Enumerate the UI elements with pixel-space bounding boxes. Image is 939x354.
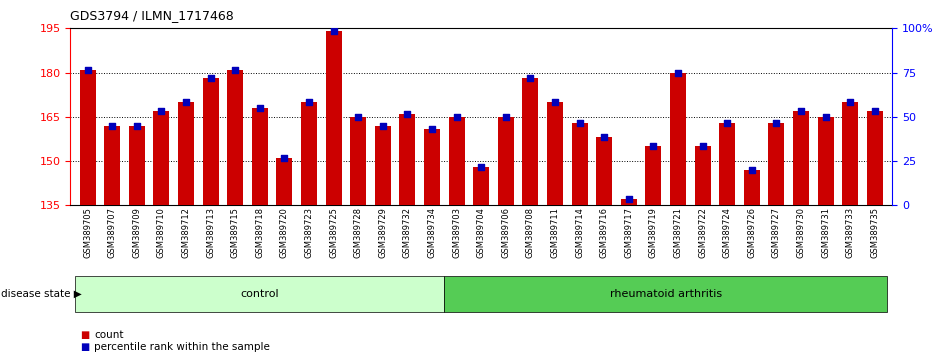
Point: [449, 114, 464, 120]
Point: [376, 123, 391, 129]
Bar: [399, 114, 415, 205]
Bar: [178, 102, 194, 205]
Bar: [621, 199, 637, 205]
Point: [277, 155, 292, 161]
Bar: [301, 102, 317, 205]
Point: [572, 120, 587, 126]
Bar: [596, 137, 612, 205]
Point: [868, 108, 883, 114]
Point: [80, 67, 95, 73]
Point: [499, 114, 514, 120]
Bar: [203, 79, 219, 205]
Point: [523, 76, 538, 81]
Point: [670, 70, 685, 75]
Bar: [670, 73, 686, 205]
Point: [351, 114, 366, 120]
Point: [154, 108, 169, 114]
Bar: [744, 170, 760, 205]
Text: control: control: [240, 289, 279, 299]
Text: ■: ■: [80, 330, 89, 339]
Bar: [768, 123, 784, 205]
Bar: [276, 158, 292, 205]
Text: percentile rank within the sample: percentile rank within the sample: [94, 342, 269, 352]
Text: ■: ■: [80, 342, 89, 352]
Point: [400, 111, 415, 117]
Bar: [227, 70, 243, 205]
Bar: [424, 129, 440, 205]
Bar: [375, 126, 391, 205]
Bar: [129, 126, 145, 205]
Bar: [252, 108, 268, 205]
Point: [793, 108, 808, 114]
Point: [473, 164, 488, 170]
Point: [178, 99, 193, 105]
Point: [695, 143, 710, 149]
Point: [769, 120, 784, 126]
Point: [130, 123, 145, 129]
Point: [596, 135, 611, 140]
Bar: [449, 117, 465, 205]
Bar: [498, 117, 514, 205]
Point: [203, 76, 218, 81]
Point: [105, 123, 120, 129]
Bar: [153, 111, 169, 205]
Text: disease state ▶: disease state ▶: [1, 289, 82, 299]
Point: [646, 143, 661, 149]
Point: [301, 99, 316, 105]
Bar: [80, 70, 96, 205]
Text: GDS3794 / ILMN_1717468: GDS3794 / ILMN_1717468: [70, 9, 234, 22]
Point: [424, 126, 439, 131]
Point: [253, 105, 268, 111]
Point: [228, 67, 243, 73]
Bar: [818, 117, 834, 205]
Bar: [842, 102, 858, 205]
Bar: [867, 111, 883, 205]
Bar: [104, 126, 120, 205]
Bar: [326, 31, 342, 205]
Bar: [522, 79, 538, 205]
Point: [745, 167, 760, 173]
Point: [818, 114, 833, 120]
Bar: [547, 102, 563, 205]
Bar: [572, 123, 588, 205]
Point: [326, 28, 341, 34]
Text: count: count: [94, 330, 123, 339]
Bar: [473, 167, 489, 205]
Bar: [645, 146, 661, 205]
Bar: [719, 123, 735, 205]
Bar: [350, 117, 366, 205]
Point: [719, 120, 734, 126]
Point: [547, 99, 562, 105]
Point: [622, 196, 637, 202]
Point: [842, 99, 857, 105]
Bar: [695, 146, 711, 205]
Bar: [793, 111, 809, 205]
Text: rheumatoid arthritis: rheumatoid arthritis: [609, 289, 722, 299]
